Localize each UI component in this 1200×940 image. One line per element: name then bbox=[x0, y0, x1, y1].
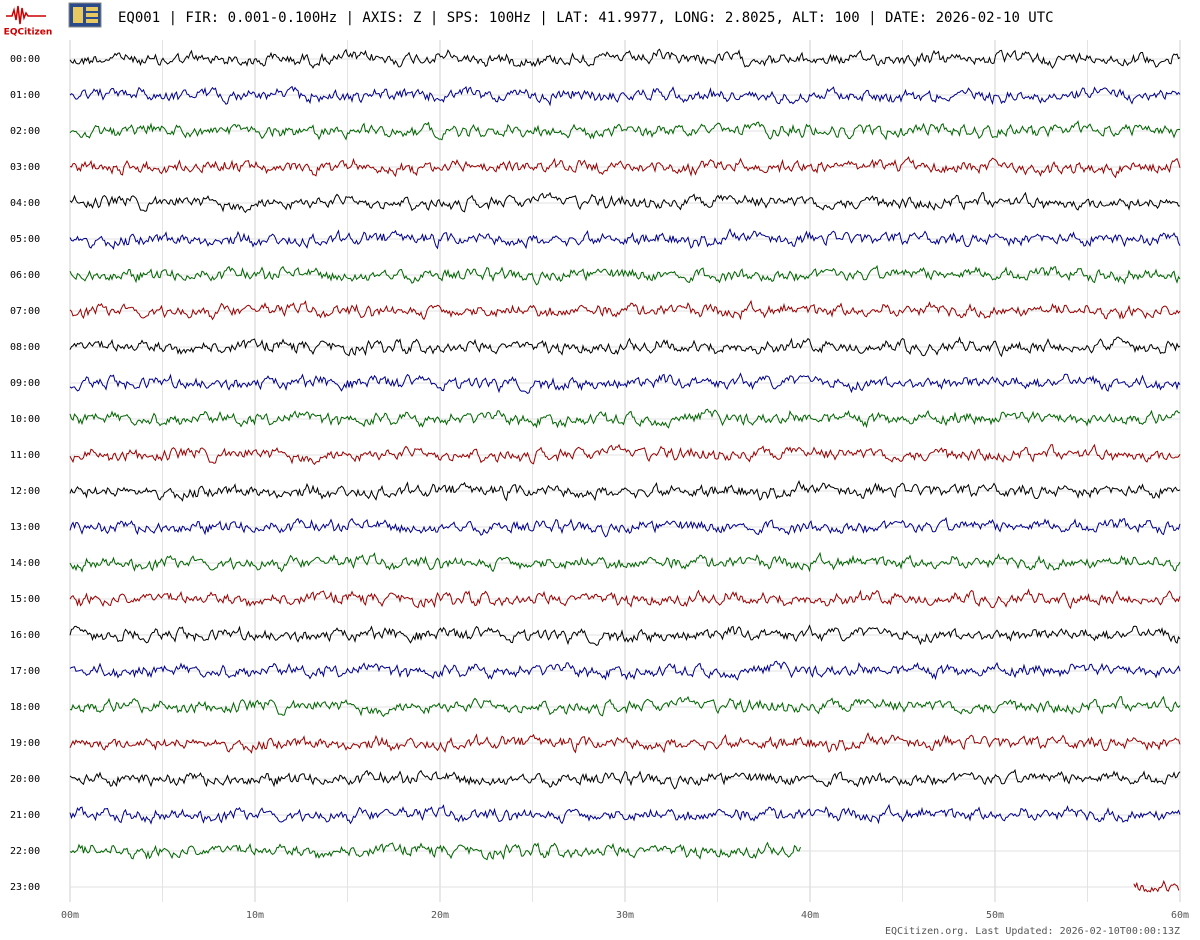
trace bbox=[69, 551, 1181, 573]
logo: EQCitizen bbox=[4, 5, 53, 38]
trace bbox=[69, 191, 1181, 214]
x-tick-label: 60m bbox=[1171, 910, 1189, 921]
row-label: 08:00 bbox=[10, 342, 40, 353]
trace bbox=[69, 227, 1181, 250]
trace bbox=[69, 588, 1181, 610]
row-label: 14:00 bbox=[10, 558, 40, 569]
trace bbox=[69, 660, 1181, 681]
trace bbox=[69, 479, 1181, 502]
row-label: 03:00 bbox=[10, 162, 40, 173]
trace bbox=[69, 85, 1181, 107]
row-label: 11:00 bbox=[10, 450, 40, 461]
row-label: 18:00 bbox=[10, 702, 40, 713]
trace bbox=[69, 120, 1181, 141]
x-tick-label: 10m bbox=[246, 910, 264, 921]
trace bbox=[69, 299, 1181, 321]
x-tick-label: 00m bbox=[61, 910, 79, 921]
row-label: 12:00 bbox=[10, 486, 40, 497]
trace bbox=[69, 336, 1181, 358]
row-label: 23:00 bbox=[10, 882, 40, 893]
trace bbox=[69, 264, 1181, 286]
row-label: 21:00 bbox=[10, 810, 40, 821]
row-label: 20:00 bbox=[10, 774, 40, 785]
chart-title: EQ001 | FIR: 0.001-0.100Hz | AXIS: Z | S… bbox=[118, 10, 1054, 26]
row-label: 13:00 bbox=[10, 522, 40, 533]
x-tick-label: 30m bbox=[616, 910, 634, 921]
row-label: 07:00 bbox=[10, 306, 40, 317]
trace bbox=[69, 803, 1181, 825]
trace bbox=[69, 841, 801, 861]
trace bbox=[69, 695, 1181, 718]
row-label: 00:00 bbox=[10, 54, 40, 65]
trace bbox=[69, 372, 1181, 394]
station-icon bbox=[68, 2, 102, 28]
x-tick-label: 40m bbox=[801, 910, 819, 921]
trace bbox=[69, 731, 1181, 754]
row-label: 16:00 bbox=[10, 630, 40, 641]
trace bbox=[69, 48, 1181, 69]
row-label: 10:00 bbox=[10, 414, 40, 425]
row-label: 22:00 bbox=[10, 846, 40, 857]
x-tick-label: 20m bbox=[431, 910, 449, 921]
logo-text: EQCitizen bbox=[4, 28, 53, 38]
row-label: 02:00 bbox=[10, 126, 40, 137]
trace bbox=[69, 156, 1181, 179]
row-label: 06:00 bbox=[10, 270, 40, 281]
row-label: 04:00 bbox=[10, 198, 40, 209]
trace bbox=[69, 516, 1181, 538]
row-label: 01:00 bbox=[10, 90, 40, 101]
row-label: 17:00 bbox=[10, 666, 40, 677]
trace bbox=[69, 443, 1181, 466]
trace bbox=[1133, 879, 1180, 893]
trace bbox=[69, 408, 1180, 429]
footer: EQCitizen.org. Last Updated: 2026-02-10T… bbox=[885, 926, 1180, 937]
row-label: 19:00 bbox=[10, 738, 40, 749]
row-label: 05:00 bbox=[10, 234, 40, 245]
logo-icon bbox=[6, 5, 46, 25]
row-label: 09:00 bbox=[10, 378, 40, 389]
x-tick-label: 50m bbox=[986, 910, 1004, 921]
trace bbox=[69, 768, 1181, 790]
trace bbox=[69, 624, 1181, 646]
row-label: 15:00 bbox=[10, 594, 40, 605]
